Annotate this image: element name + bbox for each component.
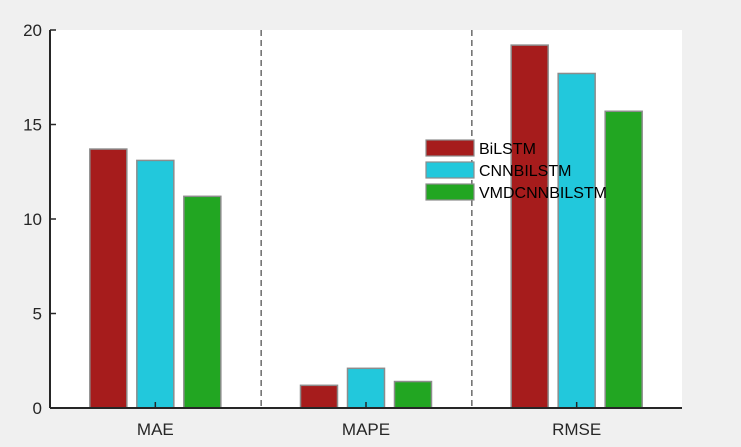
- bar-mae-vmdcnnbilstm: [183, 195, 222, 409]
- bar-mape-bilstm: [299, 384, 339, 409]
- y-tick-label: 15: [23, 116, 42, 135]
- y-ticks: 0 5 10 15 20: [23, 21, 56, 418]
- x-tick-label: MAE: [137, 420, 174, 439]
- bar-mape-vmdcnnbilstm: [393, 380, 433, 409]
- y-tick-label: 5: [33, 305, 42, 324]
- bar-rmse-vmdcnnbilstm: [604, 110, 643, 409]
- bars: [89, 44, 643, 409]
- x-tick-label: RMSE: [552, 420, 601, 439]
- x-ticks: MAE MAPE RMSE: [137, 402, 601, 439]
- group-separators: [260, 30, 473, 408]
- y-tick-label: 10: [23, 210, 42, 229]
- bar-mae-bilstm: [89, 148, 128, 409]
- bar-rmse-bilstm: [510, 44, 549, 409]
- legend-swatch-vmdcnnbilstm: [425, 183, 475, 201]
- legend-swatch-bilstm: [425, 139, 475, 157]
- y-tick-label: 20: [23, 21, 42, 40]
- y-tick-label: 0: [33, 399, 42, 418]
- legend-label-vmdcnnbilstm: VMDCNNBILSTM: [479, 185, 607, 202]
- x-tick-label: MAPE: [342, 420, 390, 439]
- legend-label-cnnbilstm: CNNBILSTM: [479, 163, 571, 180]
- bar-mae-cnnbilstm: [136, 159, 175, 409]
- legend-label-bilstm: BiLSTM: [479, 141, 536, 158]
- legend: BiLSTM CNNBILSTM VMDCNNBILSTM: [425, 139, 607, 202]
- legend-swatch-cnnbilstm: [425, 161, 475, 179]
- bar-rmse-cnnbilstm: [557, 72, 596, 409]
